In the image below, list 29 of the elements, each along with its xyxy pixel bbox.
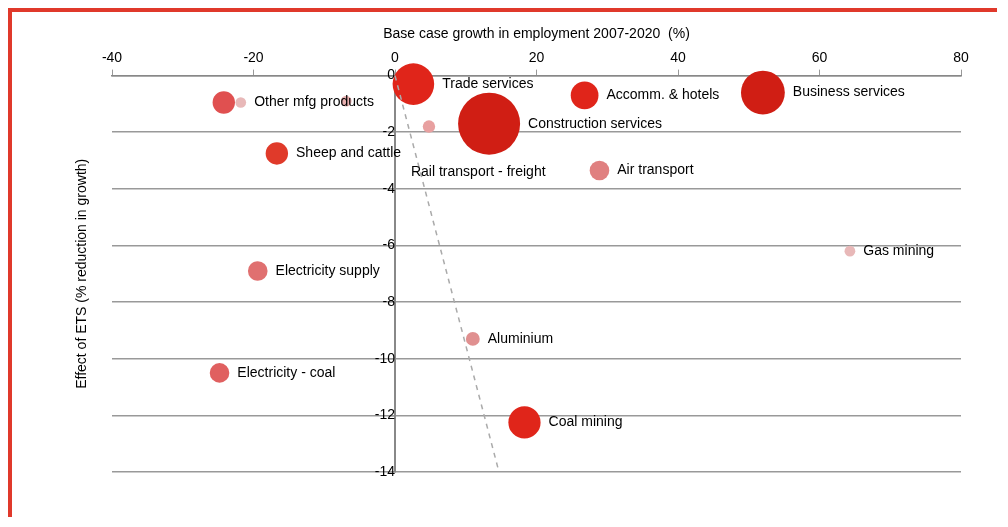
- y-tick-label: -10: [374, 349, 396, 366]
- y-tick-label: -8: [382, 292, 396, 309]
- annotation: Trade services: [442, 74, 534, 91]
- annotation: Electricity - coal: [237, 363, 336, 380]
- annotation: Aluminium: [487, 329, 554, 346]
- x-axis-title: Base case growth in employment 2007-2020 (%): [383, 25, 690, 42]
- y-axis-title: Effect of ETS (% reduction in growth): [72, 158, 89, 389]
- y-tick-label: -4: [382, 179, 396, 196]
- y-tick-label: -6: [382, 236, 396, 253]
- annotation: Coal mining: [548, 413, 623, 430]
- x-tick-label: 60: [811, 49, 828, 66]
- annotation: Rail transport - freight: [410, 163, 546, 180]
- annotation: Other mfg products: [254, 93, 374, 110]
- x-tick-label: -40: [101, 49, 123, 66]
- x-tick-label: 20: [528, 49, 545, 66]
- annotation: Electricity supply: [275, 261, 380, 278]
- annotation: Accomm. & hotels: [606, 86, 720, 103]
- annotation: Business services: [792, 83, 905, 100]
- y-tick-label: 0: [387, 66, 396, 83]
- x-tick-label: -20: [243, 49, 264, 66]
- x-tick-label: 80: [953, 49, 969, 66]
- x-tick-label: 40: [670, 49, 686, 66]
- annotation: Gas mining: [863, 242, 935, 259]
- y-tick-label: -2: [382, 123, 396, 140]
- annotation: Sheep and cattle: [296, 144, 402, 161]
- annotation: Air transport: [617, 161, 694, 178]
- y-tick-label: -12: [374, 406, 396, 423]
- annotation: Construction services: [528, 114, 662, 131]
- y-tick-label: -14: [374, 462, 396, 479]
